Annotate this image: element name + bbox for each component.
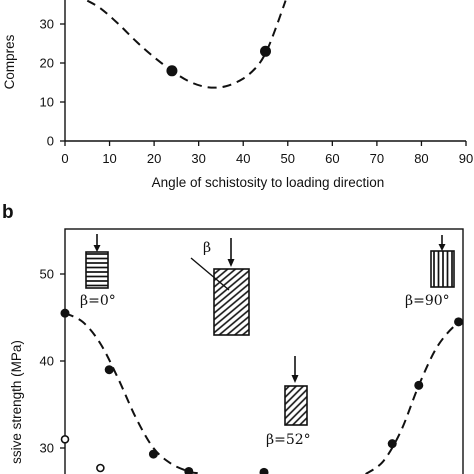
- panel-b: b 30 40 50 ssive strength (MPa) β: [2, 202, 464, 474]
- label-beta-0: β=0°: [80, 293, 116, 309]
- panel-a-x-tick-label: 10: [102, 151, 116, 166]
- specimen-block-beta: [213, 268, 250, 336]
- beta-angle-line: [190, 257, 230, 291]
- panel-a-fit-curve: [86, 0, 287, 89]
- panel-b-letter: b: [2, 202, 14, 223]
- panel-b-fit-curves: [64, 312, 464, 474]
- panel-a-y-tick-label: 0: [47, 134, 54, 149]
- specimen-beta-52: β=52°: [266, 356, 311, 448]
- panel-b-y-tick-label: 50: [40, 267, 54, 282]
- panel-a-data-points: [166, 45, 271, 77]
- panel-b-open-data-point: [60, 434, 70, 444]
- panel-a-x-axis-title: Angle of schistosity to loading directio…: [152, 175, 385, 190]
- panel-a-x-ticks: 0 10 20 30 40 50 60 70 80 90: [61, 141, 473, 166]
- panel-a-x-tick-label: 30: [191, 151, 205, 166]
- panel-a-x-tick-label: 40: [236, 151, 250, 166]
- panel-a: 0 10 20 30 40 50 60 70 80 90 0 10 20 30 Compres Angl…: [2, 0, 473, 190]
- panel-a-x-tick-label: 20: [147, 151, 161, 166]
- label-beta: β: [203, 240, 211, 256]
- panel-b-fit-curve: [64, 312, 198, 474]
- panel-b-data-point: [387, 439, 397, 449]
- panel-a-y-axis-title: Compres: [2, 34, 17, 89]
- load-arrowhead-beta-90: [438, 244, 446, 251]
- load-arrowhead-beta-0: [93, 245, 101, 252]
- panel-a-x-tick-label: 70: [370, 151, 384, 166]
- panel-b-fit-curve: [365, 322, 464, 474]
- panel-b-y-ticks: 30 40 50: [40, 267, 65, 456]
- panel-b-data-point: [104, 365, 114, 375]
- panel-b-data-point: [184, 466, 194, 474]
- panel-a-y-ticks: 0 10 20 30: [40, 17, 65, 149]
- load-arrowhead-beta-52: [291, 375, 299, 383]
- panel-a-x-tick-label: 0: [61, 151, 68, 166]
- label-beta-90: β=90°: [405, 293, 450, 309]
- panel-a-x-tick-label: 60: [325, 151, 339, 166]
- panel-b-y-tick-label: 30: [40, 441, 54, 456]
- panel-a-data-point: [166, 65, 178, 77]
- panel-b-y-axis-title: ssive strength (MPa): [9, 340, 24, 464]
- specimen-block-beta-52: [284, 385, 308, 426]
- panel-b-data-point: [454, 317, 464, 327]
- panel-b-open-data-point: [96, 463, 105, 473]
- specimen-block-beta-0: [85, 251, 109, 289]
- panel-b-data-point: [259, 467, 269, 474]
- panel-b-data-point: [414, 380, 424, 390]
- load-arrowhead-beta: [227, 259, 235, 267]
- panel-a-y-tick-label: 30: [40, 17, 54, 32]
- panel-b-data-point: [60, 308, 70, 318]
- panel-a-y-tick-label: 10: [40, 95, 54, 110]
- panel-a-y-tick-label: 20: [40, 56, 54, 71]
- panel-b-y-tick-label: 40: [40, 354, 54, 369]
- specimen-beta-0: β=0°: [80, 234, 116, 309]
- panel-a-x-tick-label: 50: [281, 151, 295, 166]
- panel-b-frame: [64, 228, 464, 474]
- panel-a-x-tick-label: 80: [414, 151, 428, 166]
- panel-a-data-point: [260, 45, 271, 57]
- specimen-beta-definition: β: [190, 238, 250, 336]
- panel-b-data-points: [60, 308, 464, 474]
- specimen-beta-90: β=90°: [405, 235, 455, 309]
- panel-b-data-point: [148, 449, 158, 459]
- label-beta-52: β=52°: [266, 432, 311, 448]
- panel-a-x-tick-label: 90: [459, 151, 473, 166]
- specimen-block-beta-90: [430, 250, 455, 288]
